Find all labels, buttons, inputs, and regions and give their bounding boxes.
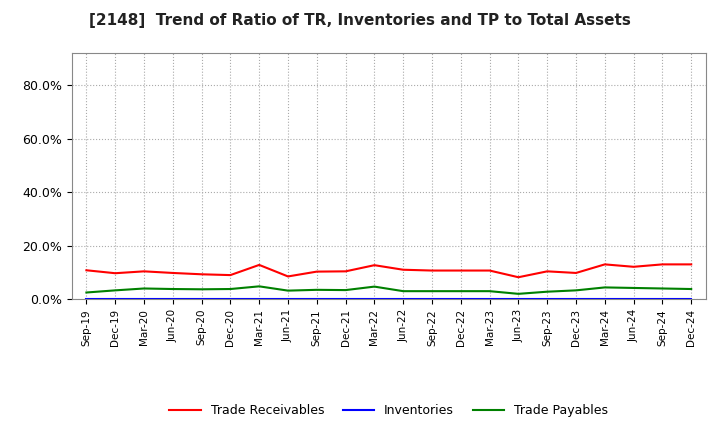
Trade Payables: [284, 288, 292, 293]
Trade Receivables: [312, 269, 321, 274]
Inventories: [341, 296, 350, 301]
Inventories: [226, 296, 235, 301]
Trade Payables: [140, 286, 148, 291]
Trade Receivables: [197, 271, 206, 277]
Trade Receivables: [629, 264, 638, 269]
Text: [2148]  Trend of Ratio of TR, Inventories and TP to Total Assets: [2148] Trend of Ratio of TR, Inventories…: [89, 13, 631, 28]
Trade Payables: [111, 288, 120, 293]
Trade Receivables: [255, 262, 264, 268]
Trade Receivables: [82, 268, 91, 273]
Trade Receivables: [140, 269, 148, 274]
Trade Payables: [600, 285, 609, 290]
Trade Receivables: [168, 270, 177, 275]
Trade Receivables: [370, 263, 379, 268]
Inventories: [197, 296, 206, 301]
Trade Payables: [226, 286, 235, 292]
Trade Payables: [456, 289, 465, 294]
Line: Trade Receivables: Trade Receivables: [86, 264, 691, 277]
Inventories: [168, 296, 177, 301]
Trade Receivables: [226, 272, 235, 278]
Line: Trade Payables: Trade Payables: [86, 286, 691, 294]
Trade Payables: [572, 288, 580, 293]
Trade Receivables: [456, 268, 465, 273]
Inventories: [111, 296, 120, 301]
Inventories: [572, 296, 580, 301]
Trade Receivables: [485, 268, 494, 273]
Trade Receivables: [428, 268, 436, 273]
Inventories: [312, 296, 321, 301]
Trade Payables: [341, 287, 350, 293]
Trade Payables: [543, 289, 552, 294]
Inventories: [399, 296, 408, 301]
Inventories: [255, 296, 264, 301]
Inventories: [687, 296, 696, 301]
Trade Payables: [658, 286, 667, 291]
Trade Payables: [370, 284, 379, 289]
Inventories: [514, 296, 523, 301]
Inventories: [284, 296, 292, 301]
Trade Payables: [629, 285, 638, 290]
Trade Payables: [514, 291, 523, 297]
Trade Receivables: [658, 262, 667, 267]
Inventories: [658, 296, 667, 301]
Inventories: [456, 296, 465, 301]
Trade Payables: [312, 287, 321, 293]
Trade Receivables: [687, 262, 696, 267]
Trade Receivables: [341, 269, 350, 274]
Trade Receivables: [111, 271, 120, 276]
Trade Payables: [428, 289, 436, 294]
Trade Receivables: [600, 262, 609, 267]
Inventories: [428, 296, 436, 301]
Trade Payables: [485, 289, 494, 294]
Trade Payables: [255, 284, 264, 289]
Inventories: [629, 296, 638, 301]
Trade Payables: [168, 286, 177, 292]
Trade Receivables: [399, 267, 408, 272]
Inventories: [140, 296, 148, 301]
Trade Receivables: [543, 269, 552, 274]
Inventories: [370, 296, 379, 301]
Trade Payables: [399, 289, 408, 294]
Inventories: [600, 296, 609, 301]
Inventories: [82, 296, 91, 301]
Trade Receivables: [284, 274, 292, 279]
Inventories: [485, 296, 494, 301]
Trade Payables: [687, 286, 696, 292]
Trade Receivables: [572, 270, 580, 275]
Trade Payables: [197, 286, 206, 292]
Trade Receivables: [514, 275, 523, 280]
Legend: Trade Receivables, Inventories, Trade Payables: Trade Receivables, Inventories, Trade Pa…: [164, 399, 613, 422]
Inventories: [543, 296, 552, 301]
Trade Payables: [82, 290, 91, 295]
